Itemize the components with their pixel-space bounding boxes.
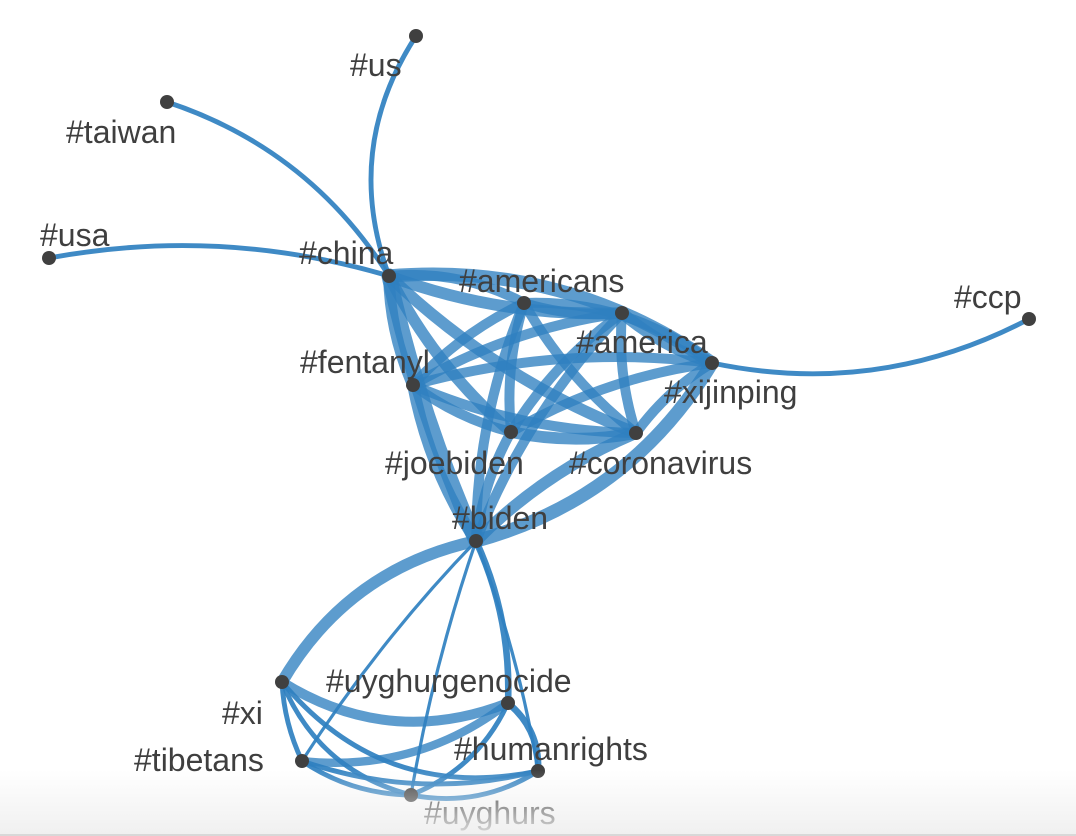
edge-uyghurgenocide-humanrights (504, 699, 542, 775)
node-ccp[interactable] (1022, 312, 1036, 326)
edge-xi-tibetans (279, 679, 305, 764)
node-xijinping[interactable] (705, 356, 719, 370)
node-xi[interactable] (275, 675, 289, 689)
edge-xijinping-biden (469, 356, 719, 548)
node-label-uyghurgenocide: #uyghurgenocide (326, 663, 572, 699)
node-us[interactable] (409, 29, 423, 43)
edge-xi-uyghurgenocide (277, 677, 513, 727)
bottom-divider (0, 834, 1076, 836)
edge-coronavirus-biden (470, 427, 642, 547)
edge-tibetans-uyghurgenocide (297, 698, 513, 767)
edge-china-us (368, 33, 419, 279)
node-biden[interactable] (469, 534, 483, 548)
node-label-humanrights: #humanrights (454, 731, 648, 767)
node-label-taiwan: #taiwan (66, 114, 176, 150)
edge-biden-uyghurs (409, 539, 478, 797)
edge-xijinping-ccp (709, 316, 1032, 377)
node-china[interactable] (382, 269, 396, 283)
node-america[interactable] (615, 306, 629, 320)
node-label-coronavirus: #coronavirus (569, 445, 752, 481)
edge-xijinping-fentanyl (408, 352, 717, 390)
edge-biden-tibetans (300, 539, 478, 763)
edge-joebiden-biden (471, 427, 516, 546)
edge-america-coronavirus (616, 308, 641, 438)
node-tibetans[interactable] (295, 754, 309, 768)
edge-china-taiwan (164, 99, 392, 279)
edge-china-usa (46, 243, 392, 279)
node-uyghurgenocide[interactable] (501, 696, 515, 710)
node-label-ccp: #ccp (954, 279, 1022, 315)
edge-biden-xi (276, 535, 482, 688)
edge-america-fentanyl (408, 308, 627, 390)
node-fentanyl[interactable] (406, 378, 420, 392)
node-americans[interactable] (517, 296, 531, 310)
node-label-tibetans: #tibetans (134, 742, 264, 778)
node-label-xi: #xi (222, 695, 263, 731)
node-label-china: #china (299, 235, 394, 271)
node-joebiden[interactable] (504, 425, 518, 439)
node-label-biden: #biden (452, 500, 548, 536)
node-label-joebiden: #joebiden (385, 445, 524, 481)
node-label-americans: #americans (459, 263, 624, 299)
node-taiwan[interactable] (160, 95, 174, 109)
edge-fentanyl-biden (407, 379, 482, 547)
node-label-fentanyl: #fentanyl (300, 344, 430, 380)
node-label-xijinping: #xijinping (664, 374, 797, 410)
node-uyghurs[interactable] (404, 788, 418, 802)
node-coronavirus[interactable] (629, 426, 643, 440)
node-label-america: #america (576, 324, 708, 360)
node-label-usa: #usa (40, 217, 110, 253)
node-label-us: #us (350, 47, 402, 83)
node-label-uyghurs: #uyghurs (424, 795, 556, 831)
node-usa[interactable] (42, 251, 56, 265)
